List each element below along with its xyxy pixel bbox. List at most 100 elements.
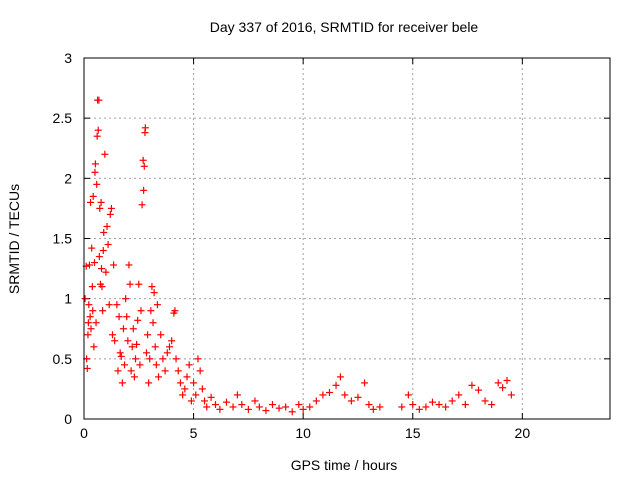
data-point [106, 210, 114, 218]
data-point [119, 325, 127, 333]
data-point [85, 301, 93, 309]
data-point [89, 307, 97, 315]
data-point [87, 325, 95, 333]
data-point [187, 397, 195, 405]
data-point [115, 313, 123, 321]
data-point [312, 397, 320, 405]
data-point [238, 401, 246, 409]
data-point [361, 379, 369, 387]
data-point [102, 268, 110, 276]
data-point [141, 124, 149, 132]
data-point [488, 401, 496, 409]
data-point [114, 367, 122, 375]
data-point [88, 283, 96, 291]
data-point [123, 313, 131, 321]
data-point [139, 156, 147, 164]
data-point [198, 385, 206, 393]
data-point [149, 319, 157, 327]
data-point [151, 343, 159, 351]
data-point [113, 301, 121, 309]
data-point [134, 316, 142, 324]
data-point [85, 261, 93, 269]
data-point [101, 150, 109, 158]
data-point [95, 253, 103, 261]
data-point [354, 393, 362, 401]
data-point [132, 355, 140, 363]
data-point [163, 349, 171, 357]
data-point [262, 407, 270, 415]
data-point [251, 397, 259, 405]
data-point [404, 391, 412, 399]
data-point [104, 241, 112, 249]
data-point [365, 401, 373, 409]
data-point [81, 295, 89, 303]
data-point [181, 385, 189, 393]
data-point [212, 401, 219, 409]
data-point [428, 398, 436, 406]
data-point [86, 313, 94, 321]
data-point [481, 397, 489, 405]
data-point [468, 381, 476, 389]
data-point [97, 198, 105, 206]
data-point [138, 201, 146, 209]
data-point [117, 352, 125, 360]
data-point [118, 379, 126, 387]
x-tick-label: 10 [295, 425, 311, 441]
tick-labels: 0 5 10 15 20 0 0.5 1 1.5 2 2.5 3 [53, 50, 531, 441]
data-point [146, 355, 154, 363]
data-point [147, 307, 155, 315]
y-tick-label: 3 [64, 50, 72, 66]
data-point [155, 373, 163, 381]
data-point [150, 289, 158, 297]
data-point [91, 160, 99, 168]
data-point [325, 389, 333, 397]
data-point [165, 343, 173, 351]
data-point [222, 398, 230, 406]
data-point [98, 283, 106, 291]
data-point [503, 376, 511, 384]
data-point [369, 405, 377, 413]
data-point [144, 331, 152, 339]
data-point [91, 259, 99, 267]
data-point [275, 404, 283, 412]
data-point [87, 198, 95, 206]
data-point [122, 295, 130, 303]
data-point [422, 403, 430, 411]
y-tick-label: 0.5 [53, 351, 73, 367]
data-point [196, 367, 204, 375]
data-point [140, 186, 148, 194]
x-tick-label: 20 [515, 425, 531, 441]
data-point [442, 403, 450, 411]
data-point [136, 361, 144, 369]
data-point [84, 331, 92, 339]
data-point [171, 307, 179, 315]
data-point [88, 244, 96, 252]
data-point [111, 337, 119, 345]
data-point [93, 180, 101, 188]
data-point [190, 379, 198, 387]
data-point [99, 307, 107, 315]
data-point [499, 384, 507, 392]
data-point [161, 367, 169, 375]
data-point [145, 379, 153, 387]
data-point [306, 403, 314, 411]
data-point [133, 340, 141, 348]
data-point [91, 168, 99, 176]
y-tick-label: 2 [64, 170, 72, 186]
data-point [192, 391, 200, 399]
data-point [295, 401, 303, 409]
x-tick-label: 5 [190, 425, 198, 441]
data-point [159, 355, 167, 363]
data-point [124, 337, 132, 345]
data-point [288, 408, 296, 416]
data-point [435, 401, 443, 409]
y-tick-label: 2.5 [53, 110, 73, 126]
data-point [268, 401, 276, 409]
data-point [129, 325, 137, 333]
data-point [107, 204, 115, 212]
data-point [398, 403, 406, 411]
data-point [157, 331, 165, 339]
x-tick-label: 15 [405, 425, 421, 441]
data-point [409, 401, 417, 409]
data-point [110, 261, 118, 269]
